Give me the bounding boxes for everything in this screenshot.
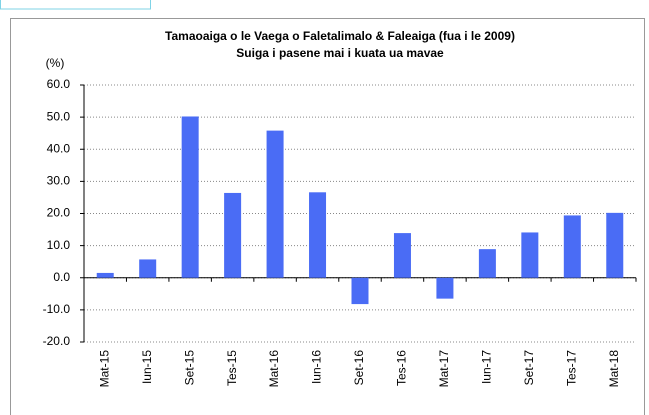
x-tick-label: Set-15 [182,350,196,386]
bar [266,130,284,278]
y-tick-label: 0.0 [53,270,70,284]
x-tick-label: Mat-17 [437,350,451,388]
x-tick-label: Mat-16 [267,350,281,388]
y-tick-label: -20.0 [43,334,71,348]
y-tick-label: 10.0 [47,238,71,252]
y-tick-label: -10.0 [43,302,71,316]
bar [606,212,624,278]
x-tick-label: Tes-15 [225,350,239,386]
bar [96,272,114,278]
x-tick-label: Set-16 [352,350,366,386]
y-tick-label: 50.0 [47,109,71,123]
chart-subtitle: Suiga i pasene mai i kuata ua mavae [236,46,444,60]
bar [521,232,539,278]
chart-title: Tamaoaiga o le Vaega o Faletalimalo & Fa… [165,29,515,43]
x-tick-label: Set-17 [522,350,536,386]
bar [478,249,496,278]
x-tick-label: Mat-15 [97,350,111,388]
bar [393,233,411,278]
x-tick-label: Mat-18 [607,350,621,388]
y-tick-label: 40.0 [47,141,71,155]
bar [563,215,581,278]
x-tick-label: Iun-17 [480,350,494,384]
x-tick-label: Iun-15 [140,350,154,384]
top-box [0,0,151,10]
bar [309,192,327,278]
bar [436,277,454,299]
bar [181,116,199,278]
x-tick-label: Tes-16 [395,350,409,386]
x-tick-label: Tes-17 [564,350,578,386]
y-tick-label: 30.0 [47,174,71,188]
bar [351,277,369,305]
bar [139,259,157,278]
x-tick-label: Iun-16 [310,350,324,384]
bar [224,192,242,278]
y-tick-label: 60.0 [47,77,71,91]
y-axis-label: (%) [46,56,65,70]
y-tick-label: 20.0 [47,206,71,220]
